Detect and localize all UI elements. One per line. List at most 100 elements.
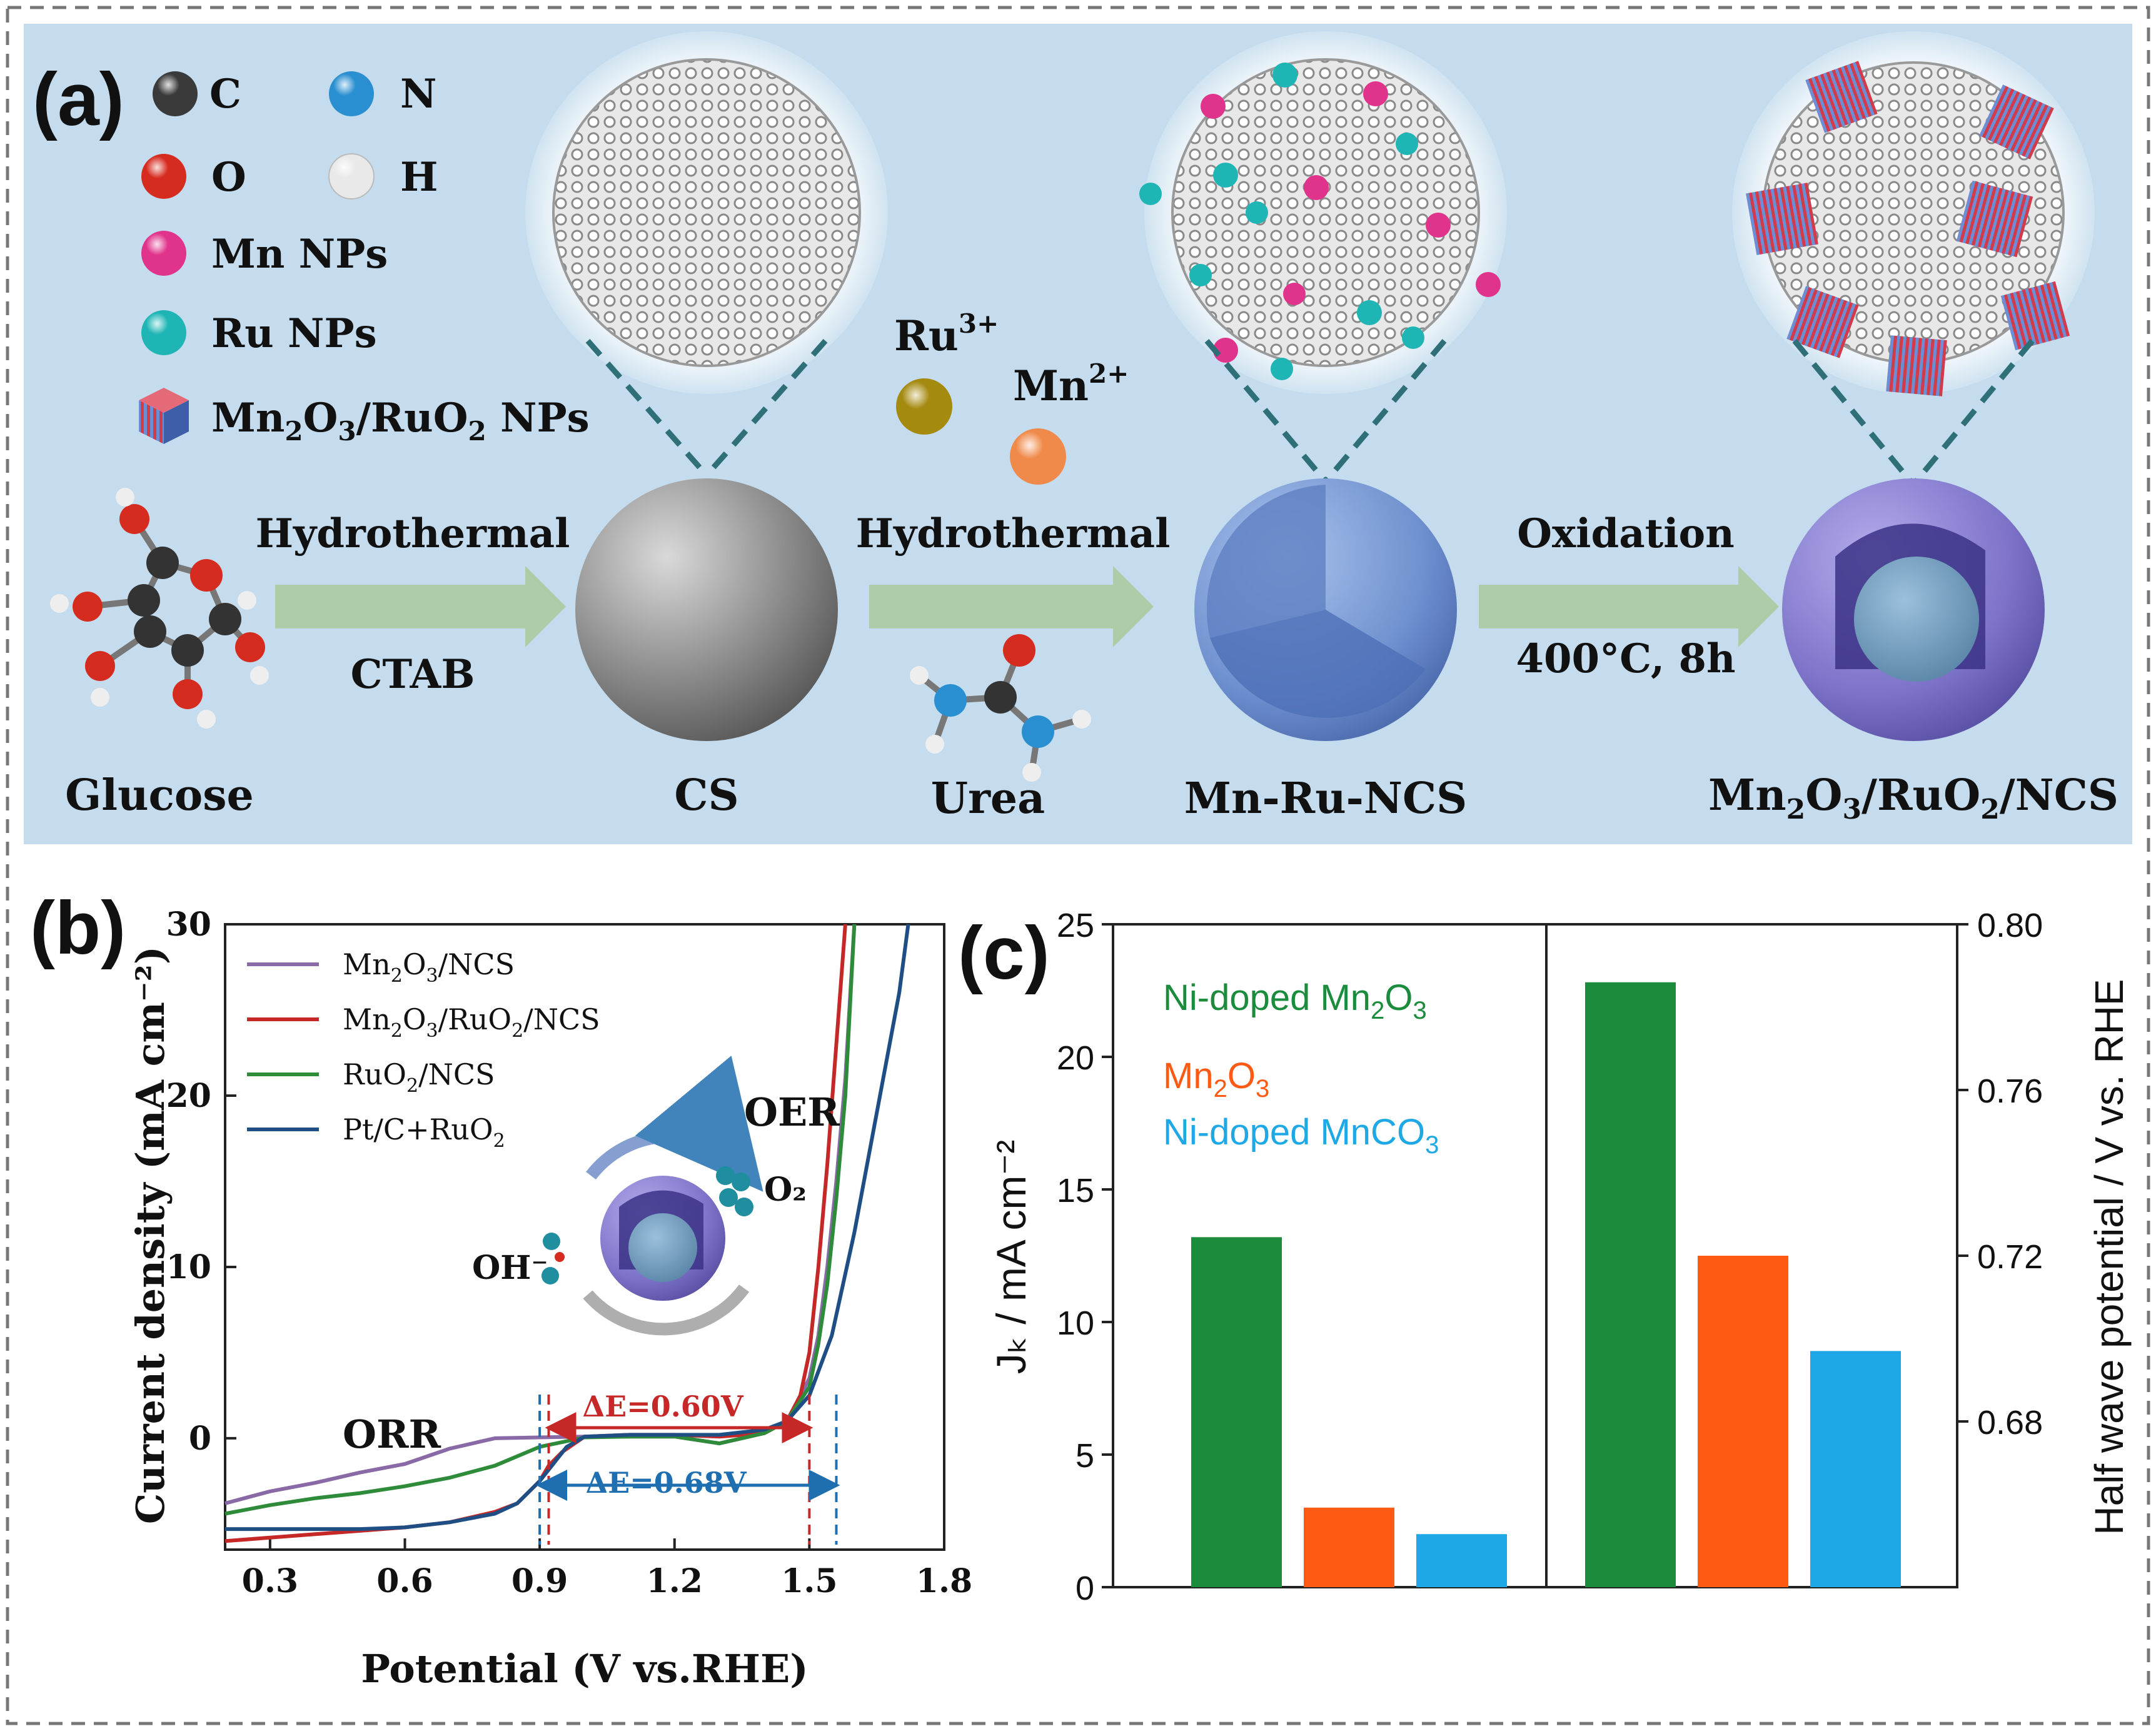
panel-a: (a) C N O H Mn NPs	[24, 24, 2132, 844]
mn-ru-ncs-sphere	[1194, 478, 1457, 741]
panel-c-label: (c)	[958, 911, 1050, 995]
legend-item-mn-nps: Mn NPs	[141, 231, 388, 278]
legend-label-hydrogen: H	[400, 154, 438, 201]
legend-item-ru-nps: Ru NPs	[141, 310, 377, 357]
chart-c-ytick-label-right: 0.72	[1977, 1238, 2043, 1276]
step-1-condition: Hydrothermal	[256, 510, 570, 557]
o2-molecules-icon	[716, 1166, 753, 1216]
chart-c-ytick-label-left: 20	[1057, 1039, 1094, 1077]
chart-b-xlabel: Potential (V vs.RHE)	[361, 1646, 808, 1692]
legend-item-ptc-ruo2: Pt/C+RuO2	[247, 1113, 505, 1152]
legend-panel-a: C N O H Mn NPs Ru NPs	[139, 71, 590, 447]
legend-item-nitrogen: N	[329, 71, 437, 118]
legend-ni-doped-mn2o3: Ni-doped Mn2O3	[1163, 977, 1427, 1024]
chart-c-ytick-label-left: 5	[1075, 1437, 1094, 1475]
chart-b-frame	[224, 923, 945, 1551]
delta-e-annotations: ΔE=0.60V ΔE=0.68V	[582, 1390, 747, 1500]
legend-label-ptc-ruo2: Pt/C+RuO2	[343, 1113, 505, 1152]
legend-label-nitrogen: N	[400, 71, 437, 118]
chart-b-markers	[536, 1395, 840, 1545]
legend-label-carbon: C	[209, 71, 241, 118]
chart-c-ytick-label-left: 0	[1075, 1570, 1094, 1607]
oer-label: OER	[744, 1089, 840, 1135]
cs-sphere	[575, 478, 838, 741]
halo-mn-ru-ncs	[1139, 31, 1507, 483]
chart-c-bars	[1191, 982, 1901, 1587]
chart-b-xtick-label: 1.5	[781, 1562, 837, 1600]
halo-cs	[525, 31, 888, 477]
legend-label-ruo2-ncs: RuO2/NCS	[343, 1057, 495, 1097]
figure-frame	[6, 6, 2150, 1725]
legend-item-carbon: C	[153, 71, 241, 118]
chart-c-bar-jk-2	[1304, 1507, 1394, 1587]
chart-b-xtick-label: 0.3	[242, 1562, 298, 1600]
arrow-step-2	[869, 566, 1154, 647]
legend-label-mn2o3-ncs: Mn2O3/NCS	[343, 947, 515, 987]
ions: Ru3+ Mn2+	[894, 308, 1129, 485]
label-cs: CS	[674, 770, 738, 820]
delta-e-060: ΔE=0.60V	[582, 1390, 743, 1423]
chart-b-ytick-label: 0	[189, 1420, 211, 1458]
chart-c-ticks: 0 5 10 15 20 25 0.68 0.72 0.76 0.80	[1057, 907, 2043, 1607]
chart-c-ytick-label-right: 0.76	[1977, 1072, 2043, 1110]
label-glucose: Glucose	[65, 770, 254, 820]
glucose-molecule-icon	[50, 488, 269, 729]
legend-item-mn2o3-ruo2: Mn2O3/RuO2 NPs	[139, 388, 590, 447]
orr-label: ORR	[343, 1411, 441, 1457]
legend-item-hydrogen: H	[328, 153, 438, 201]
ru-ion-label: Ru3+	[894, 308, 999, 360]
panel-a-label: (a)	[33, 58, 124, 141]
o2-label: O₂	[764, 1171, 807, 1209]
legend-item-ruo2-ncs: RuO2/NCS	[247, 1057, 495, 1097]
oxide-cubes	[1746, 61, 2070, 396]
legend-chart-c: Ni-doped Mn2O3 Mn2O3 Ni-doped MnCO3	[1163, 977, 1439, 1159]
chart-b-xtick-label: 0.9	[511, 1562, 568, 1600]
chart-c-ytick-label-left: 25	[1057, 907, 1094, 944]
chart-c-ytick-label-left: 15	[1057, 1172, 1094, 1209]
mn-ion-label: Mn2+	[1013, 358, 1129, 410]
chart-c-ytick-label-right: 0.68	[1977, 1404, 2043, 1441]
legend-label-mn-nps: Mn NPs	[211, 231, 388, 278]
step-3-reagent: 400°C, 8h	[1516, 635, 1735, 682]
label-mn2o3-ruo2-ncs: Mn2O3/RuO2/NCS	[1708, 770, 2118, 825]
nanoparticles	[1139, 63, 1501, 380]
halo-final	[1732, 31, 2095, 487]
label-mn-ru-ncs: Mn-Ru-NCS	[1184, 774, 1468, 824]
arrow-step-1	[275, 566, 566, 647]
chart-c-bar-half-wave-2	[1698, 1256, 1788, 1587]
panel-b: (b) 0.3 0.6 0.9 1.2 1.5 1.8 0 10 20 30 Mn2O3/NCS …	[30, 886, 972, 1692]
chart-b-ytick-label: 10	[166, 1248, 211, 1286]
chart-b-ylabel: Current density (mA cm⁻²)	[128, 946, 173, 1524]
legend-ni-doped-mnco3: Ni-doped MnCO3	[1163, 1112, 1439, 1159]
legend-item-oxygen: O	[141, 154, 246, 201]
chart-b-xtick-label: 1.2	[647, 1562, 703, 1600]
step-1-reagent: CTAB	[351, 651, 475, 698]
legend-label-oxygen: O	[211, 154, 246, 201]
urea-molecule-icon	[910, 634, 1091, 782]
legend-mn2o3: Mn2O3	[1163, 1056, 1269, 1103]
chart-c-ytick-label-left: 10	[1057, 1305, 1094, 1342]
panel-b-label: (b)	[30, 886, 126, 970]
chart-b-ytick-label: 20	[166, 1077, 211, 1115]
chart-c-ylabel-right: Half wave potential / V vs. RHE	[2087, 979, 2132, 1535]
chart-b-ytick-label: 30	[166, 906, 211, 944]
panel-c: (c) 0 5 10 15 20 25 0.68 0.72 0.76 0.80 Ni-doped …	[958, 907, 2132, 1607]
chart-b-xtick-label: 0.6	[376, 1562, 433, 1600]
step-2-condition: Hydrothermal	[856, 510, 1171, 557]
chart-c-bar-half-wave-1	[1585, 982, 1676, 1587]
chart-b-plot-area	[224, 923, 945, 1551]
arrow-step-3	[1479, 566, 1779, 647]
oh-label: OH⁻	[472, 1249, 548, 1287]
step-3-condition: Oxidation	[1517, 510, 1735, 557]
chart-c-ylabel-left: Jₖ / mA cm⁻²	[988, 1140, 1034, 1375]
legend-label-ru-nps: Ru NPs	[211, 310, 377, 357]
chart-b-xtick-label: 1.8	[916, 1562, 972, 1600]
legend-item-mn2o3-ncs: Mn2O3/NCS	[247, 947, 515, 987]
legend-chart-b: Mn2O3/NCS Mn2O3/RuO2/NCS RuO2/NCS Pt/C+R…	[247, 947, 600, 1152]
chart-c-bar-jk-3	[1416, 1534, 1507, 1587]
chart-c-bar-half-wave-3	[1810, 1351, 1901, 1587]
label-urea: Urea	[931, 774, 1045, 824]
reaction-cycle-inset: O₂ OH⁻	[472, 1056, 807, 1336]
legend-label-mn2o3-ruo2-ncs: Mn2O3/RuO2/NCS	[343, 1002, 600, 1042]
